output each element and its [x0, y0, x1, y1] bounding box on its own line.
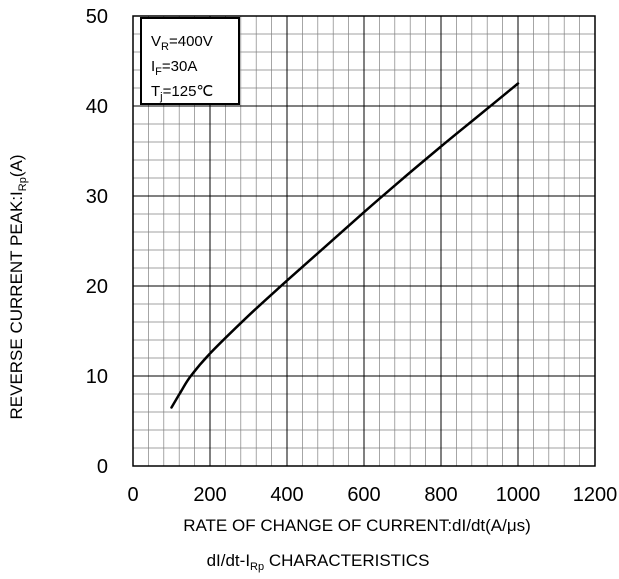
y-tick-label: 40 — [86, 96, 108, 118]
y-tick-label: 0 — [97, 456, 108, 478]
series-line — [170, 82, 520, 409]
condition-tj: Tj=125℃ — [151, 83, 213, 103]
conditions-box — [140, 17, 240, 105]
y-tick-label: 20 — [86, 276, 108, 298]
y-axis-label: REVERSE CURRENT PEAK:IRp(A) — [7, 154, 29, 419]
x-tick-labels: 0 200 400 600 800 1000 1200 — [127, 484, 617, 506]
x-tick-label: 1200 — [573, 484, 618, 506]
conditions-annotation: VR=400V IF=30A Tj=125℃ — [140, 17, 240, 105]
x-tick-label: 800 — [424, 484, 457, 506]
condition-if: IF=30A — [151, 58, 197, 78]
y-tick-label: 30 — [86, 186, 108, 208]
x-tick-label: 1000 — [496, 484, 541, 506]
y-tick-label: 10 — [86, 366, 108, 388]
x-tick-label: 200 — [193, 484, 226, 506]
x-tick-label: 400 — [270, 484, 303, 506]
condition-vr: VR=400V — [151, 33, 213, 53]
x-tick-label: 0 — [127, 484, 138, 506]
chart-title: dI/dt-IRp CHARACTERISTICS — [207, 551, 430, 573]
x-tick-label: 600 — [347, 484, 380, 506]
y-tick-labels: 0 10 20 30 40 50 — [86, 6, 108, 478]
x-axis-label: RATE OF CHANGE OF CURRENT:dI/dt(A/μs) — [183, 516, 531, 535]
series-layer — [170, 82, 520, 409]
plot-frame — [132, 15, 596, 467]
y-tick-label: 50 — [86, 6, 108, 28]
